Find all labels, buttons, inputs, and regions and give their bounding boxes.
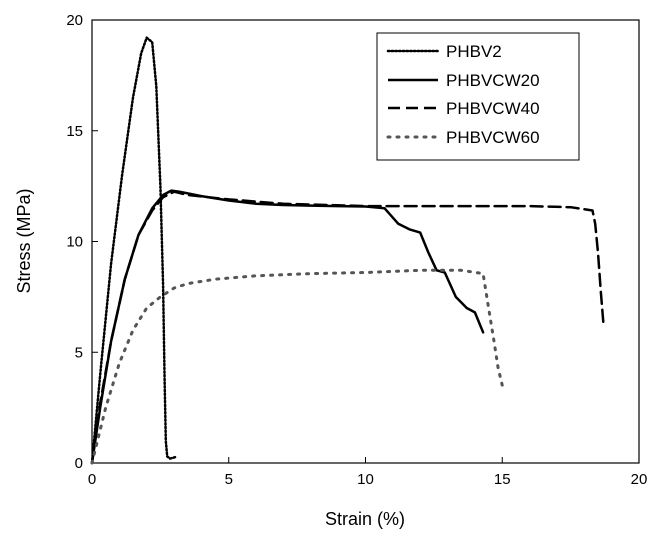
legend-label-phbvcw40: PHBVCW40 <box>446 99 540 118</box>
y-tick-label: 20 <box>66 12 83 29</box>
x-tick-label: 5 <box>225 471 233 488</box>
y-tick-label: 5 <box>75 344 83 361</box>
y-axis-title: Stress (MPa) <box>14 188 34 293</box>
legend: PHBV2 PHBVCW20 PHBVCW40 PHBVCW60 <box>376 32 580 161</box>
x-tick-label: 15 <box>494 471 511 488</box>
axis-ticks: 0 5 10 15 20 0 5 10 15 20 <box>66 12 647 488</box>
x-tick-label: 0 <box>88 471 96 488</box>
x-axis-title: Strain (%) <box>325 509 405 529</box>
legend-box <box>376 32 580 161</box>
series-group <box>90 36 605 465</box>
legend-label-phbv2: PHBV2 <box>446 42 502 61</box>
x-tick-label: 10 <box>357 471 374 488</box>
y-tick-label: 15 <box>66 123 83 140</box>
series-line-phbv2 <box>90 36 179 465</box>
x-tick-label: 20 <box>631 471 648 488</box>
series-line-phbvcw40 <box>90 190 605 465</box>
series-line-phbvcw20 <box>90 189 485 465</box>
y-tick-label: 10 <box>66 234 83 251</box>
legend-label-phbvcw20: PHBVCW20 <box>446 71 540 90</box>
series-line-phbvcw60 <box>90 268 504 465</box>
y-tick-label: 0 <box>75 455 83 472</box>
legend-label-phbvcw60: PHBVCW60 <box>446 128 540 147</box>
